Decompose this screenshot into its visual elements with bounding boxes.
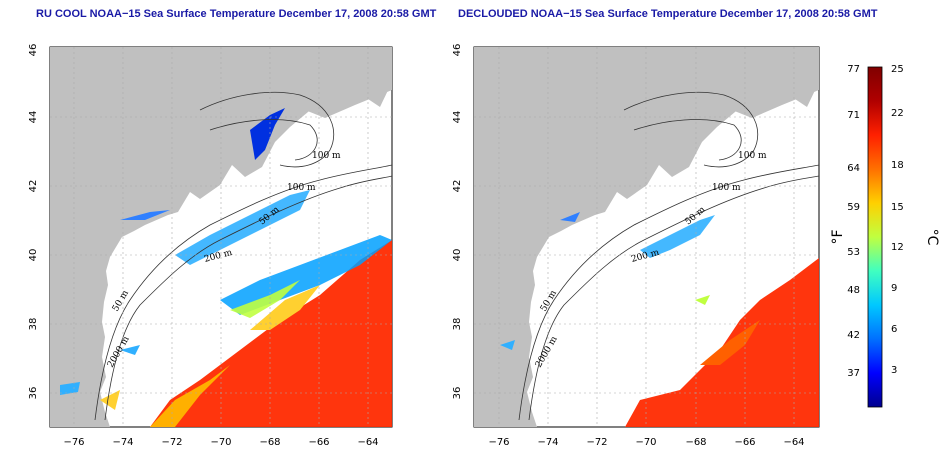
x-tick-label: −64 xyxy=(357,437,378,448)
x-tick-label: −66 xyxy=(308,437,329,448)
contour-label: 100 m xyxy=(738,151,767,161)
contour-label: 100 m xyxy=(287,183,316,193)
celsius-tick-label: 12 xyxy=(891,242,904,253)
left-sst-field xyxy=(60,108,392,427)
x-tick-label: −70 xyxy=(635,437,656,448)
right-grid xyxy=(474,47,819,427)
celsius-unit-label: °C xyxy=(924,229,940,246)
x-tick-label: −74 xyxy=(537,437,558,448)
colorbar: 77 71 64 59 53 48 42 37 25 22 18 15 12 9… xyxy=(830,64,940,408)
y-tick-label: 44 xyxy=(28,111,39,124)
right-land xyxy=(474,47,819,427)
celsius-tick-label: 15 xyxy=(891,202,904,213)
celsius-tick-label: 9 xyxy=(891,283,897,294)
y-tick-label: 46 xyxy=(28,44,39,57)
celsius-ticks: 25 22 18 15 12 9 6 3 xyxy=(891,64,904,376)
fahrenheit-tick-label: 59 xyxy=(847,202,860,213)
celsius-tick-label: 3 xyxy=(891,365,897,376)
fahrenheit-tick-label: 71 xyxy=(847,110,860,121)
y-tick-label: 38 xyxy=(452,318,463,331)
fahrenheit-tick-label: 37 xyxy=(847,368,860,379)
left-contours xyxy=(94,91,392,421)
right-sst-field xyxy=(500,212,819,427)
celsius-tick-label: 22 xyxy=(891,108,904,119)
fahrenheit-tick-label: 64 xyxy=(847,163,860,174)
y-tick-label: 42 xyxy=(452,180,463,193)
y-tick-label: 42 xyxy=(28,180,39,193)
celsius-tick-label: 18 xyxy=(891,160,904,171)
x-tick-label: −76 xyxy=(488,437,509,448)
x-tick-label: −76 xyxy=(63,437,84,448)
y-tick-label: 46 xyxy=(452,44,463,57)
fahrenheit-unit-label: °F xyxy=(830,229,846,244)
colorbar-gradient xyxy=(867,66,883,408)
left-x-ticks: −76 −74 −72 −70 −68 −66 −64 xyxy=(63,437,378,448)
fahrenheit-tick-label: 48 xyxy=(847,285,860,296)
left-land xyxy=(50,47,392,427)
left-grid xyxy=(50,47,392,427)
y-tick-label: 44 xyxy=(452,111,463,124)
right-map: 100 m 100 m 50 m 200 m 50 m 2000 m −76 −… xyxy=(452,44,820,448)
fahrenheit-ticks: 77 71 64 59 53 48 42 37 xyxy=(847,64,860,379)
left-map: 100 m 100 m 50 m 200 m 50 m 2000 m −76 −… xyxy=(28,44,393,448)
right-contours xyxy=(518,91,819,421)
right-x-ticks: −76 −74 −72 −70 −68 −66 −64 xyxy=(488,437,804,448)
left-y-ticks: 36 38 40 42 44 46 xyxy=(28,44,39,400)
x-tick-label: −70 xyxy=(210,437,231,448)
right-y-ticks: 36 38 40 42 44 46 xyxy=(452,44,463,400)
x-tick-label: −68 xyxy=(685,437,706,448)
celsius-tick-label: 6 xyxy=(891,324,897,335)
y-tick-label: 38 xyxy=(28,318,39,331)
y-tick-label: 36 xyxy=(28,387,39,400)
x-tick-label: −66 xyxy=(734,437,755,448)
fahrenheit-tick-label: 77 xyxy=(847,64,860,75)
x-tick-label: −74 xyxy=(112,437,133,448)
left-map-title: RU COOL NOAA−15 Sea Surface Temperature … xyxy=(36,8,437,20)
celsius-tick-label: 25 xyxy=(891,64,904,75)
y-tick-label: 40 xyxy=(28,249,39,262)
fahrenheit-tick-label: 42 xyxy=(847,330,860,341)
right-map-title: DECLOUDED NOAA−15 Sea Surface Temperatur… xyxy=(458,8,878,20)
contour-label: 100 m xyxy=(312,151,341,161)
x-tick-label: −72 xyxy=(161,437,182,448)
y-tick-label: 36 xyxy=(452,387,463,400)
fahrenheit-tick-label: 53 xyxy=(847,247,860,258)
x-tick-label: −68 xyxy=(259,437,280,448)
x-tick-label: −64 xyxy=(783,437,804,448)
contour-label: 100 m xyxy=(712,183,741,193)
x-tick-label: −72 xyxy=(586,437,607,448)
y-tick-label: 40 xyxy=(452,249,463,262)
